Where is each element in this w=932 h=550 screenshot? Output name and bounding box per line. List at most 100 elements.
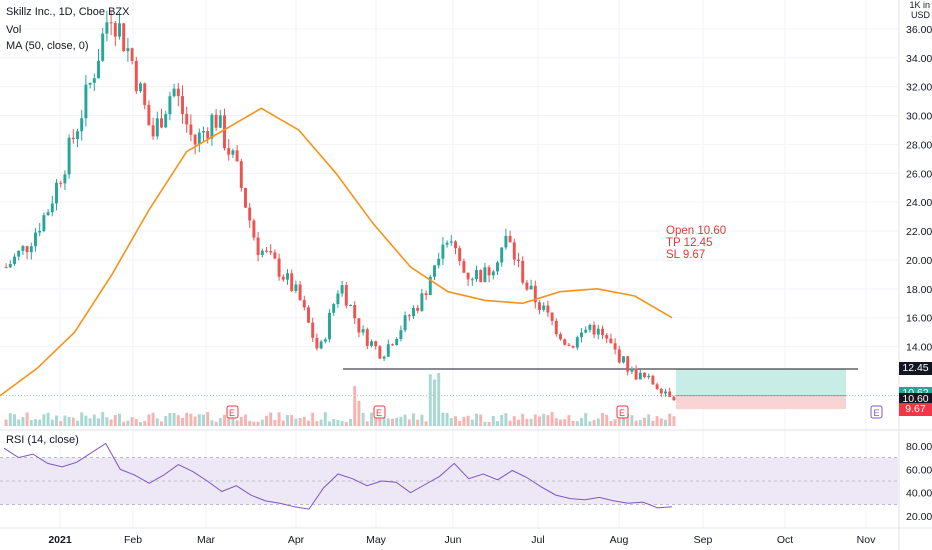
candle-body (454, 241, 457, 249)
candle-body (63, 174, 67, 184)
candle-body (59, 182, 63, 184)
candle-body (105, 22, 109, 34)
candle-body (134, 60, 138, 92)
volume-bar (265, 415, 268, 426)
volume-bar (630, 415, 634, 426)
candle-body (122, 23, 126, 52)
volume-bar (50, 419, 54, 426)
volume-bar (4, 419, 8, 426)
time-tick-label: Sep (694, 534, 713, 546)
candle-body (46, 212, 50, 216)
candle-body (651, 375, 655, 385)
price-tick-label: 32.00 (906, 82, 932, 94)
rsi-tick-label: 40.00 (906, 488, 932, 500)
volume-bar (281, 420, 285, 426)
volume-bar (294, 418, 298, 426)
candle-body (13, 256, 16, 264)
volume-bar (34, 419, 37, 426)
candle-body (256, 237, 260, 255)
volume-bar (659, 418, 663, 426)
volume-bar (643, 417, 646, 426)
candle-body (151, 125, 155, 137)
candle-body (391, 344, 394, 346)
candle-body (386, 344, 390, 357)
rsi-line (3, 442, 673, 510)
volume-bar (13, 414, 16, 426)
candle-body (92, 78, 96, 83)
candle-body (517, 259, 520, 261)
candle-body (529, 285, 533, 290)
volume-bar (172, 413, 176, 426)
volume-bar (605, 414, 609, 426)
candle-body (185, 114, 189, 125)
price-tick-label: 34.00 (906, 53, 932, 65)
volume-bar (470, 419, 474, 426)
volume-bar (550, 412, 554, 426)
candle-body (239, 161, 243, 188)
candle-body (302, 300, 306, 308)
candle-body (500, 247, 504, 263)
time-tick-label: Aug (610, 534, 629, 546)
volume-bar (202, 414, 205, 426)
candle-body (231, 150, 235, 155)
candle-body (160, 118, 163, 128)
volume-bar (231, 417, 235, 426)
candle-body (647, 375, 651, 378)
volume-bar (88, 418, 92, 426)
candle-body (407, 315, 411, 317)
candle-body (202, 131, 205, 133)
volume-bar (500, 414, 504, 426)
volume-bar (307, 420, 310, 426)
candle-body (176, 88, 180, 97)
volume-bar (235, 420, 239, 426)
volume-bar (55, 415, 58, 426)
candle-body (210, 114, 214, 139)
volume-bar (617, 415, 621, 426)
volume-bar (84, 415, 88, 426)
axis-currency[interactable]: 1K in USD (909, 0, 930, 20)
price-tick-label: 20.00 (906, 255, 932, 267)
candle-body (214, 114, 218, 128)
candle-body (508, 235, 512, 243)
volume-bar (655, 416, 659, 426)
candle-body (361, 329, 365, 333)
candle-body (168, 96, 172, 115)
volume-bar (622, 414, 625, 426)
volume-bar (239, 416, 243, 426)
candle-body (659, 388, 663, 394)
candle-body (130, 48, 134, 61)
volume-bar (382, 416, 386, 426)
volume-bar (8, 413, 12, 426)
candle-body (340, 285, 344, 294)
candle-body (260, 250, 264, 255)
candle-body (67, 137, 71, 175)
candle-body (559, 334, 562, 340)
price-tick-label: 30.00 (906, 111, 932, 123)
volume-bar (130, 417, 134, 426)
volume-bar (164, 415, 168, 426)
price-tick-label: 16.00 (906, 313, 932, 325)
candle-body (613, 343, 617, 350)
volume-bar (437, 373, 441, 426)
candle-body (336, 293, 340, 305)
volume-bar (269, 412, 273, 426)
annotation-open: Open 10.60 (666, 225, 727, 237)
volume-bar (302, 416, 306, 426)
rsi-band (0, 457, 898, 505)
rsi-tick-label: 60.00 (906, 464, 932, 476)
candle-body (88, 82, 92, 85)
candle-body (248, 207, 252, 221)
volume-bar (554, 418, 558, 426)
candle-body (445, 242, 449, 245)
candle-body (433, 265, 436, 277)
candle-body (668, 391, 672, 397)
candle-body (374, 341, 378, 347)
volume-bar (126, 420, 130, 426)
candle-body (164, 114, 168, 128)
candle-body (466, 272, 470, 280)
candle-body (193, 134, 197, 145)
price-tag-12-45: 12.45 (899, 362, 932, 376)
candle-body (286, 273, 289, 280)
candle-body (76, 131, 79, 140)
